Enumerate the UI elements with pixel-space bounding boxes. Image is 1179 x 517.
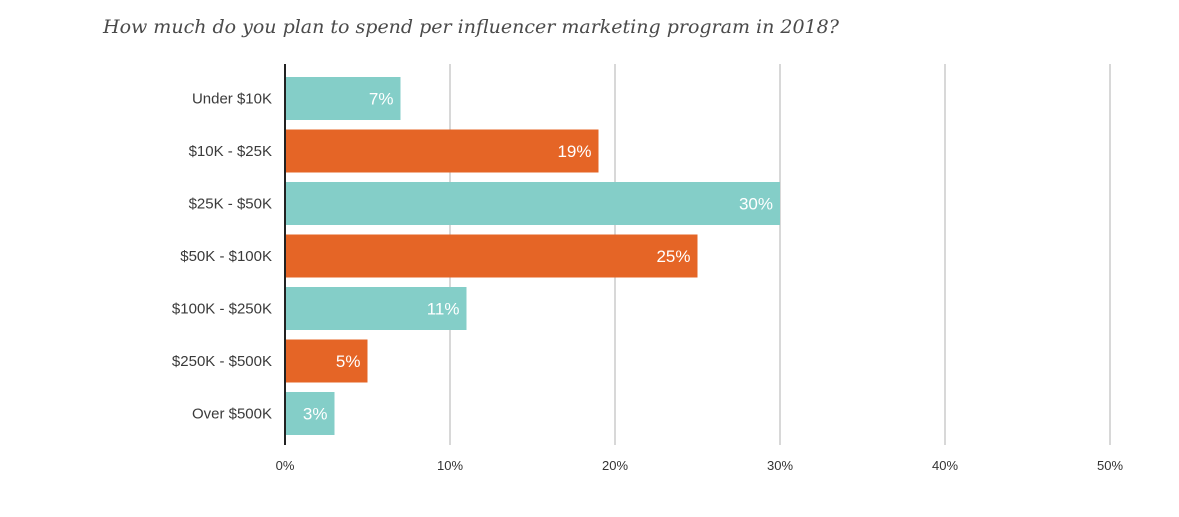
- bar: [285, 77, 401, 120]
- bar-value-label: 7%: [369, 90, 394, 109]
- category-label: $25K - $50K: [189, 196, 272, 213]
- x-tick-labels: 0% 10% 20% 30% 40% 50%: [276, 458, 1124, 473]
- category-label: $10K - $25K: [189, 143, 272, 160]
- bar: [285, 392, 335, 435]
- bar-value-label: 30%: [739, 195, 773, 214]
- category-label: $250K - $500K: [172, 353, 272, 370]
- bar-value-label: 19%: [557, 142, 591, 161]
- x-tick-label: 30%: [767, 458, 793, 473]
- bar: [285, 182, 780, 225]
- chart-title: How much do you plan to spend per influe…: [103, 16, 839, 38]
- bar-value-label: 25%: [656, 247, 690, 266]
- category-labels: Under $10K $10K - $25K $25K - $50K $50K - $…: [172, 91, 272, 423]
- x-tick-label: 50%: [1097, 458, 1123, 473]
- bar-value-label: 5%: [336, 352, 361, 371]
- bar-value-label: 11%: [427, 300, 460, 319]
- category-label: $50K - $100K: [180, 248, 272, 265]
- category-label: Over $500K: [192, 406, 272, 423]
- x-tick-label: 40%: [932, 458, 958, 473]
- category-label: $100K - $250K: [172, 301, 272, 318]
- bar: [285, 129, 599, 173]
- bar: [285, 234, 698, 278]
- x-tick-label: 0%: [276, 458, 295, 473]
- x-tick-label: 10%: [437, 458, 463, 473]
- bar: [285, 287, 467, 330]
- category-label: Under $10K: [192, 91, 272, 108]
- bar: [285, 339, 368, 383]
- bar-value-label: 3%: [303, 405, 328, 424]
- x-tick-label: 20%: [602, 458, 628, 473]
- bars: 7% 19% 30% 25% 11% 5% 3%: [285, 77, 780, 435]
